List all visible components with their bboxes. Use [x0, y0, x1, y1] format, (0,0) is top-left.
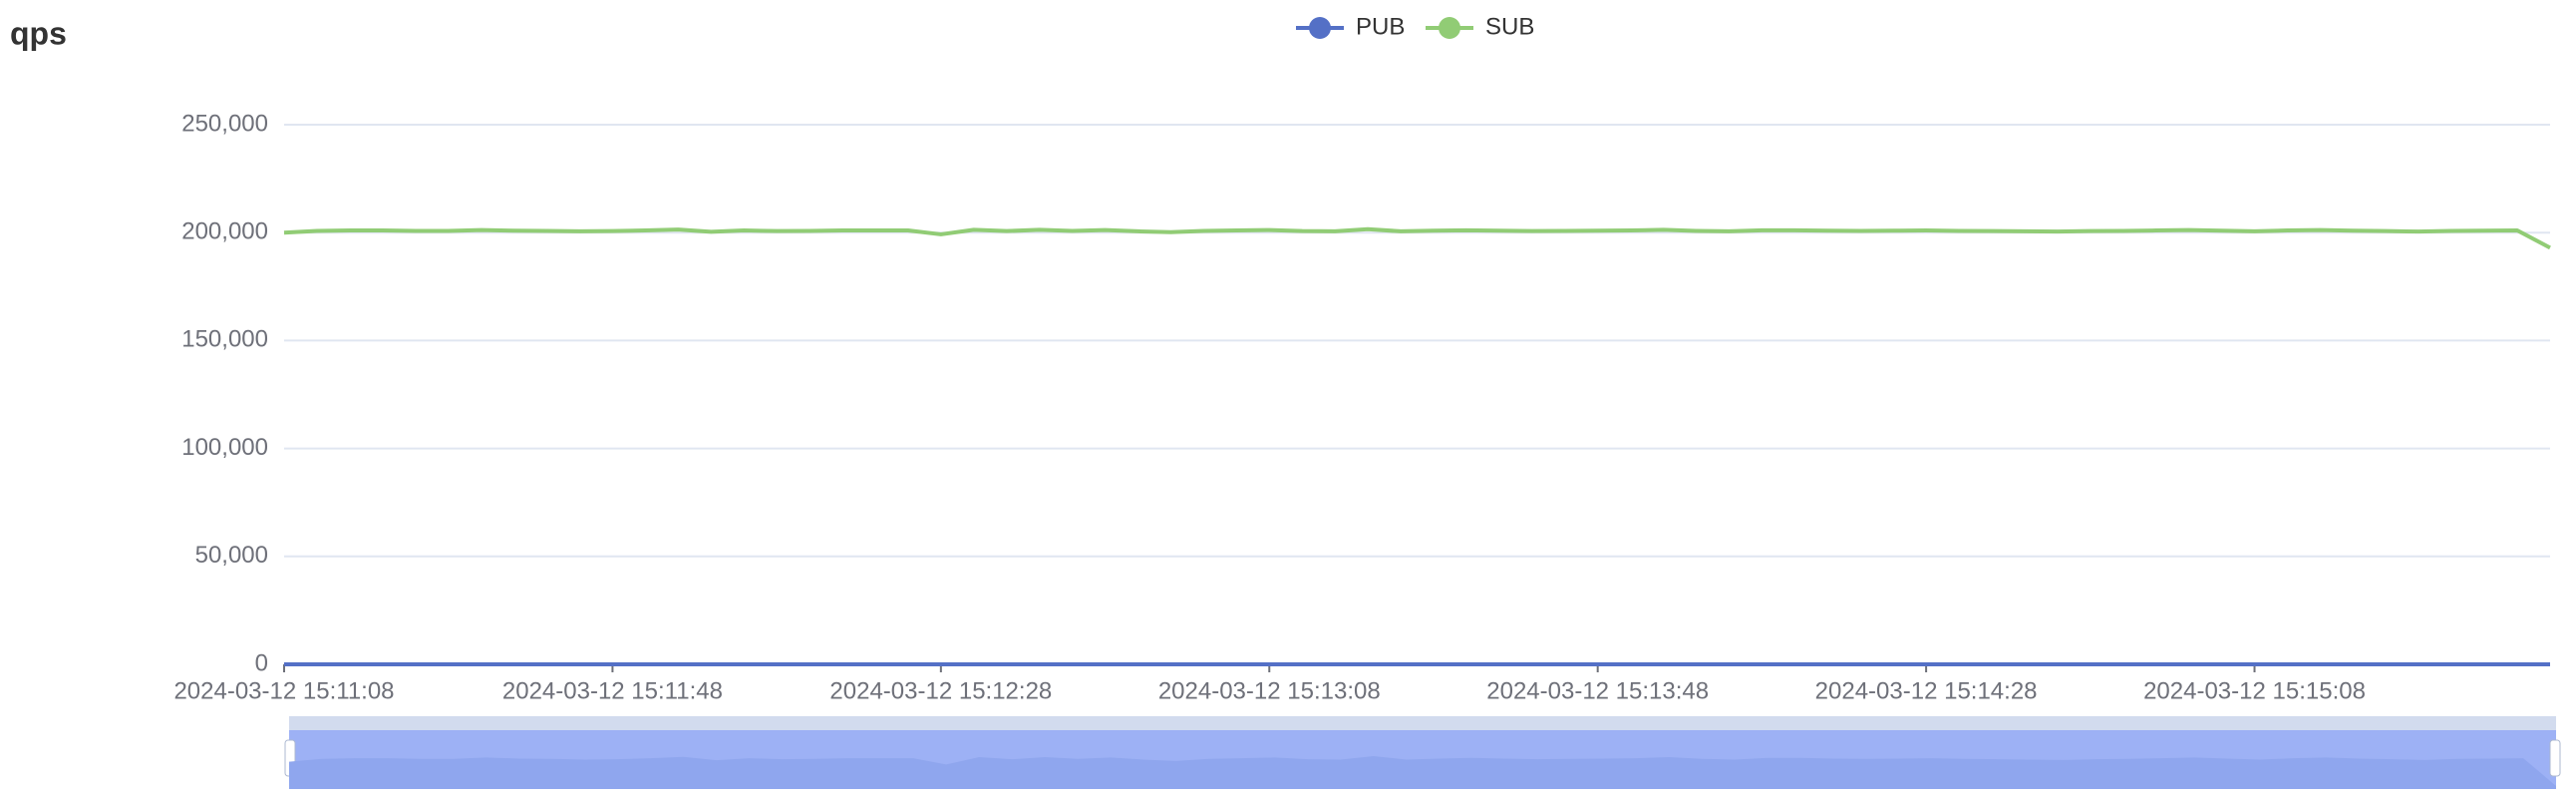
legend-label: SUB — [1485, 13, 1534, 40]
x-tick-label: 2024-03-12 15:12:28 — [829, 677, 1052, 704]
slider-preview — [289, 756, 2556, 789]
series-line — [283, 226, 2551, 250]
y-tick-label: 150,000 — [181, 326, 268, 353]
slider-bar — [289, 716, 2556, 730]
legend-marker — [1309, 17, 1331, 39]
x-tick-label: 2024-03-12 15:13:48 — [1486, 677, 1709, 704]
legend-label: PUB — [1356, 13, 1405, 40]
x-tick-label: 2024-03-12 15:15:08 — [2143, 677, 2366, 704]
x-tick-label: 2024-03-12 15:11:48 — [502, 677, 723, 704]
y-tick-label: 100,000 — [181, 434, 268, 461]
chart-title: qps — [10, 15, 67, 51]
x-tick-label: 2024-03-12 15:11:08 — [173, 677, 394, 704]
x-tick-label: 2024-03-12 15:13:08 — [1158, 677, 1381, 704]
y-tick-label: 0 — [255, 649, 268, 676]
y-tick-label: 200,000 — [181, 218, 268, 245]
y-tick-label: 250,000 — [181, 110, 268, 137]
legend: PUB SUB — [1296, 13, 1534, 40]
y-tick-label: 50,000 — [195, 542, 268, 569]
x-tick-label: 2024-03-12 15:14:28 — [1815, 677, 2038, 704]
legend-marker — [1439, 17, 1460, 39]
slider-handle[interactable] — [2549, 739, 2561, 777]
